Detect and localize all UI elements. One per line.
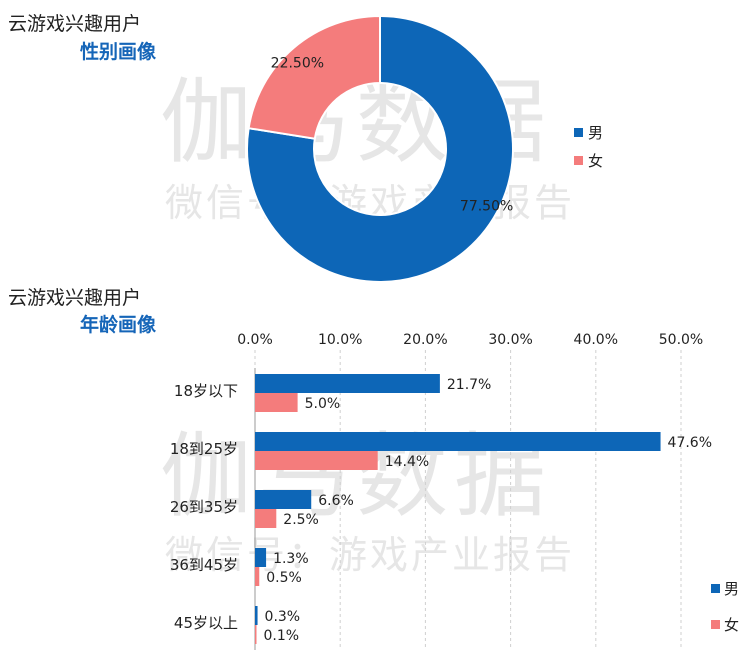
x-tick-label-5: 50.0% (659, 332, 703, 348)
bar-female-4 (255, 625, 257, 644)
bar-legend-label-female: 女 (724, 616, 739, 634)
bar-male-0 (255, 374, 440, 393)
pie-legend-label-female: 女 (588, 152, 603, 170)
x-tick-label-0: 0.0% (237, 332, 273, 348)
category-label-1: 18到25岁 (170, 440, 238, 458)
pie-legend-label-male: 男 (588, 124, 603, 142)
bar-female-1 (255, 451, 378, 470)
category-label-2: 26到35岁 (170, 498, 238, 516)
category-label-3: 36到45岁 (170, 556, 238, 574)
bar-label-female-0: 5.0% (305, 396, 341, 412)
bar-label-female-4: 0.1% (264, 628, 300, 644)
bar-legend-swatch-female (711, 620, 720, 629)
bar-male-3 (255, 548, 267, 567)
bar-label-male-2: 6.6% (318, 493, 354, 509)
category-label-4: 45岁以上 (174, 614, 238, 632)
x-tick-label-2: 20.0% (403, 332, 447, 348)
bar-female-3 (255, 567, 260, 586)
bar-male-2 (255, 490, 312, 509)
bar-legend-swatch-male (711, 584, 720, 593)
age-chart-title: 云游戏兴趣用户 (8, 287, 142, 309)
bar-label-female-2: 2.5% (283, 512, 319, 528)
bar-female-2 (255, 509, 277, 528)
bar-label-male-4: 0.3% (265, 609, 301, 625)
bar-label-male-1: 47.6% (668, 435, 712, 451)
pie-label-male: 77.50% (460, 199, 513, 215)
pie-label-female: 22.50% (271, 55, 324, 71)
bar-label-male-0: 21.7% (447, 377, 491, 393)
bar-legend-label-male: 男 (724, 580, 739, 598)
pie-legend-swatch-female (574, 156, 583, 165)
pie-slice-male (246, 14, 514, 283)
x-tick-label-3: 30.0% (488, 332, 532, 348)
bar-label-female-1: 14.4% (385, 454, 429, 470)
gender-chart-title: 云游戏兴趣用户 (8, 13, 142, 35)
gender-chart-subtitle: 性别画像 (80, 41, 157, 63)
x-tick-label-1: 10.0% (318, 332, 362, 348)
bar-male-4 (255, 606, 258, 625)
x-tick-label-4: 40.0% (574, 332, 618, 348)
pie-legend-swatch-male (574, 128, 583, 137)
category-label-0: 18岁以下 (174, 382, 238, 400)
pie-slice-female (247, 14, 381, 140)
bar-male-1 (255, 432, 661, 451)
bar-label-female-3: 0.5% (266, 570, 302, 586)
bar-female-0 (255, 393, 298, 412)
age-chart-subtitle: 年龄画像 (80, 314, 157, 336)
bar-label-male-3: 1.3% (273, 551, 309, 567)
